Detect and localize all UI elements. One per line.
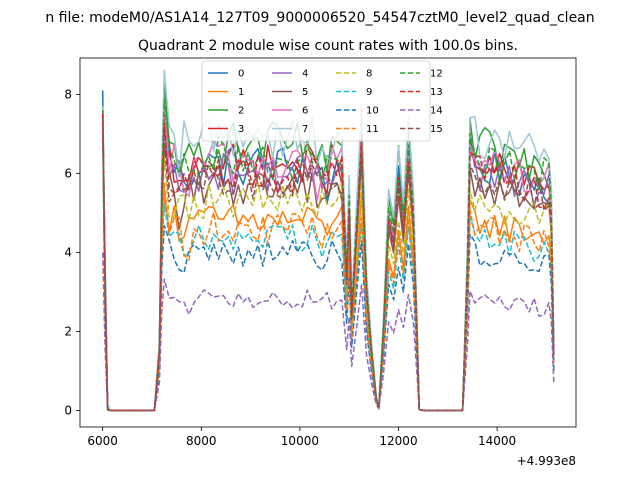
y-tick-label: 0 <box>64 403 72 417</box>
y-tick-label: 6 <box>64 166 72 180</box>
legend-entry-label: 14 <box>430 106 443 117</box>
legend-entry-label: 11 <box>366 124 379 135</box>
legend-entry-label: 6 <box>302 106 308 117</box>
plot-frame <box>79 57 577 428</box>
legend-entry-label: 3 <box>238 124 244 135</box>
y-axis: 0 2 4 6 8 <box>64 87 80 417</box>
series-line-3 <box>101 110 555 412</box>
series-line-12 <box>101 99 555 412</box>
x-tick-label: 14000 <box>478 434 516 448</box>
legend-entry-label: 0 <box>238 69 244 80</box>
x-offset-label: +4.993e8 <box>517 454 576 468</box>
series-line-9 <box>101 121 555 412</box>
legend-entry-label: 9 <box>366 87 372 98</box>
series-line-15 <box>101 118 555 412</box>
series-line-6 <box>101 98 555 412</box>
legend-entry-label: 5 <box>302 87 308 98</box>
legend-entry-label: 8 <box>366 69 372 80</box>
legend-entry-label: 4 <box>302 69 308 80</box>
x-tick-label: 10000 <box>281 434 319 448</box>
series-line-8 <box>101 118 555 412</box>
legend-entry-label: 1 <box>238 87 244 98</box>
x-tick-label: 6000 <box>87 434 118 448</box>
series-line-13 <box>101 114 555 412</box>
x-tick-label: 8000 <box>186 434 217 448</box>
y-tick-label: 8 <box>64 87 72 101</box>
series-line-10 <box>101 125 555 412</box>
legend-entry-label: 2 <box>238 106 244 117</box>
legend-entry-label: 12 <box>430 69 443 80</box>
chart-title: Quadrant 2 module wise count rates with … <box>138 38 518 54</box>
series-line-7 <box>101 69 555 412</box>
legend-entry-label: 13 <box>430 87 443 98</box>
x-axis: 6000 8000 10000 12000 14000 <box>87 427 516 448</box>
series-line-1 <box>101 110 555 412</box>
legend-box <box>201 60 431 142</box>
legend-entry-label: 15 <box>430 124 443 135</box>
legend-entry-label: 10 <box>366 106 379 117</box>
y-tick-label: 2 <box>64 324 72 338</box>
x-tick-label: 12000 <box>379 434 417 448</box>
series-line-11 <box>101 121 555 412</box>
y-tick-label: 4 <box>64 245 72 259</box>
series-line-14 <box>101 252 555 412</box>
legend-entry-label: 7 <box>302 124 308 135</box>
figure-suptitle: n file: modeM0/AS1A14_127T09_9000006520_… <box>45 10 594 26</box>
series-layer <box>101 69 555 412</box>
